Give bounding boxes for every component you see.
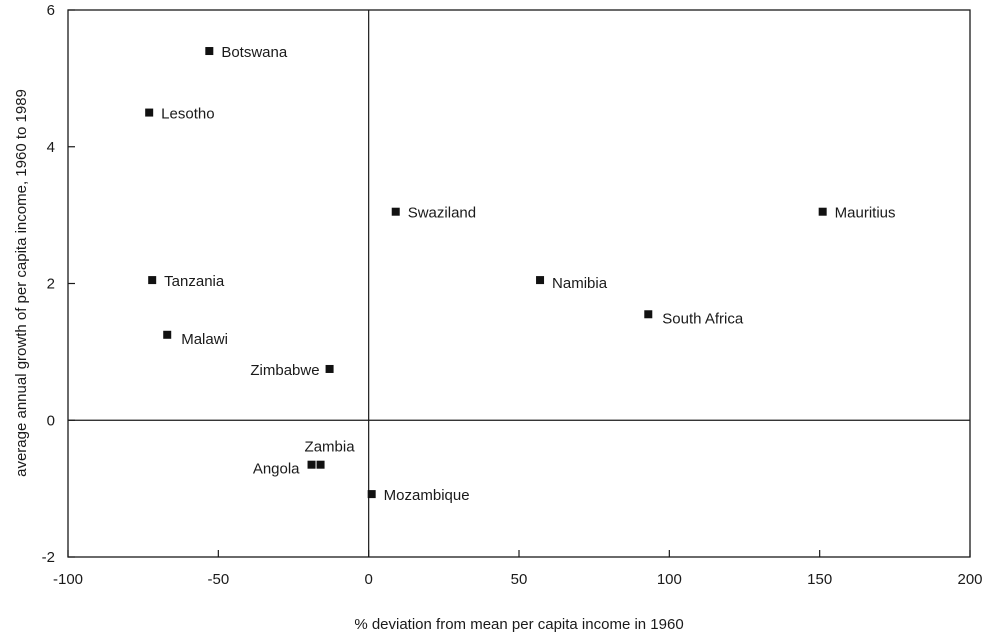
x-axis-title: % deviation from mean per capita income … [354,616,683,633]
x-tick-label: -50 [207,571,229,588]
data-point [644,310,653,319]
x-tick-label: 0 [364,571,372,588]
y-tick-label: 0 [47,412,55,429]
y-tick-label: 4 [47,139,55,156]
point-label: Botswana [221,44,288,61]
point-label: Mauritius [835,205,896,222]
data-point [307,460,316,469]
x-tick-label: 150 [807,571,832,588]
point-label: Malawi [181,331,228,348]
x-tick-label: -100 [53,571,83,588]
data-point [145,108,154,117]
data-point [148,276,157,285]
point-label: Namibia [552,275,608,292]
point-label: Swaziland [408,205,476,222]
point-label: Zimbabwe [250,362,319,379]
data-points: Botswana Lesotho Swaziland Mauritius Tanzani… [145,44,896,504]
point-label: Zambia [305,439,356,456]
data-point [316,460,325,469]
y-tick-label: -2 [42,549,55,566]
data-point [325,364,334,373]
y-axis-title: average annual growth of per capita inco… [13,89,30,477]
data-point [536,276,545,285]
x-tick-label: 100 [657,571,682,588]
point-label: South Africa [662,310,744,327]
data-point [818,207,827,216]
point-label: Angola [253,461,300,478]
data-point [205,47,214,56]
y-tick-label: 6 [47,2,55,19]
point-label: Tanzania [164,273,225,290]
point-label: Lesotho [161,106,214,123]
y-tick-label: 2 [47,276,55,293]
point-label: Mozambique [384,487,470,504]
y-axis-ticks: -2 0 2 4 6 [42,2,75,566]
x-tick-label: 50 [511,571,528,588]
data-point [391,207,400,216]
x-tick-label: 200 [957,571,982,588]
data-point [367,490,376,499]
x-axis-ticks: -100 -50 0 50 100 150 200 [53,550,983,588]
data-point [163,330,172,339]
